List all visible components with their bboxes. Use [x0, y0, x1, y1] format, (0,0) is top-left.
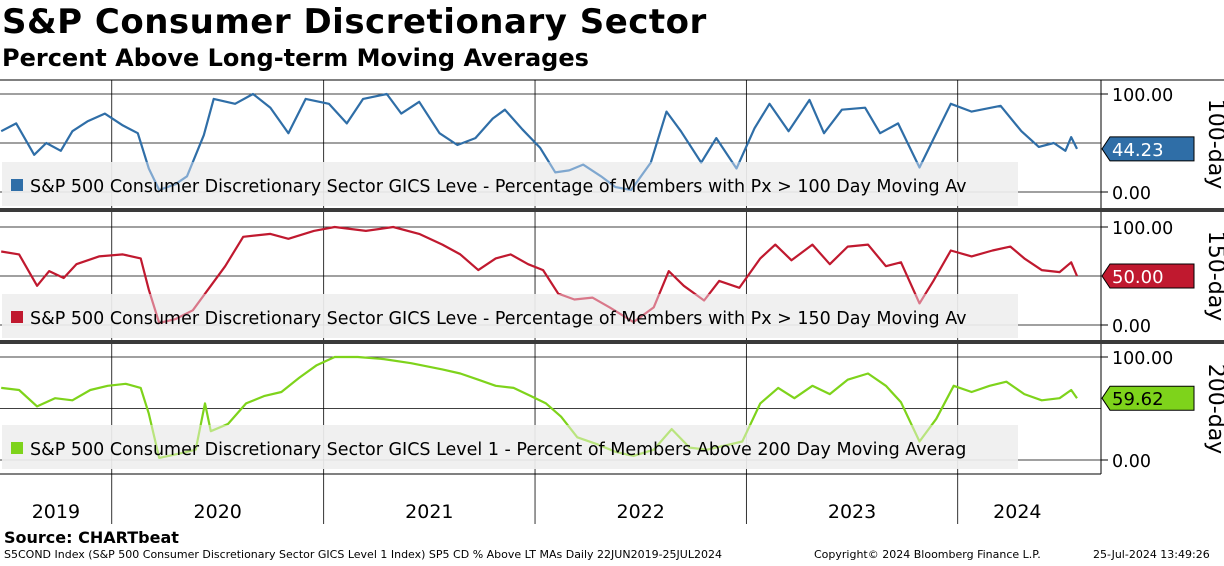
y-tick-label: 0.00	[1112, 184, 1151, 204]
last-value-tag	[1101, 263, 1195, 289]
legend-swatch	[11, 442, 23, 454]
footer-timestamp: 25-Jul-2024 13:49:26	[1093, 548, 1210, 561]
last-value-label: 44.23	[1112, 140, 1164, 161]
last-value-tag	[1101, 136, 1195, 162]
legend-background	[2, 425, 1018, 469]
panel-separator	[0, 208, 1224, 212]
legend-swatch	[11, 311, 23, 323]
legend-entry-150-day: S&P 500 Consumer Discretionary Sector GI…	[30, 309, 967, 329]
source-label: Source: CHARTbeat	[4, 528, 179, 547]
y-tick-label: 100.00	[1112, 349, 1173, 369]
legend-swatch	[11, 179, 23, 191]
series-line-200-day	[1, 355, 1078, 425]
y-tick-label: 100.00	[1112, 219, 1173, 239]
legend-background	[2, 294, 1018, 338]
panel-label-100-day: 100-day	[1203, 99, 1224, 189]
panel-label-200-day: 200-day	[1203, 364, 1224, 454]
x-tick-label: 2022	[617, 501, 665, 523]
series-line-100-day	[0, 92, 1078, 162]
panel-label-150-day: 150-day	[1203, 231, 1224, 321]
y-tick-label: 0.00	[1112, 317, 1151, 337]
chart-title: S&P Consumer Discretionary Sector	[2, 2, 707, 42]
panel-separator	[0, 340, 1224, 344]
x-tick-label: 2024	[993, 501, 1041, 523]
x-tick-label: 2019	[32, 501, 80, 523]
x-tick-label: 2021	[405, 501, 453, 523]
x-tick-label: 2020	[194, 501, 242, 523]
series-line-150-day	[1, 225, 1079, 294]
legend-background	[2, 162, 1018, 206]
series-line-faded-150-day	[148, 294, 927, 325]
footer-copyright: Copyright© 2024 Bloomberg Finance L.P.	[814, 548, 1041, 561]
footer-index-description: S5COND Index (S&P 500 Consumer Discretio…	[4, 548, 722, 561]
chart-subtitle: Percent Above Long-term Moving Averages	[2, 44, 589, 72]
legend-entry-200-day: S&P 500 Consumer Discretionary Sector GI…	[30, 440, 966, 460]
series-line-faded-200-day	[150, 425, 934, 459]
last-value-tag	[1101, 385, 1195, 411]
x-tick-label: 2023	[828, 501, 876, 523]
last-value-label: 59.62	[1112, 389, 1164, 410]
legend-entry-100-day: S&P 500 Consumer Discretionary Sector GI…	[30, 177, 967, 197]
y-tick-label: 0.00	[1112, 452, 1151, 472]
series-line-faded-100-day	[145, 162, 924, 192]
last-value-label: 50.00	[1112, 267, 1164, 288]
y-tick-label: 100.00	[1112, 86, 1173, 106]
